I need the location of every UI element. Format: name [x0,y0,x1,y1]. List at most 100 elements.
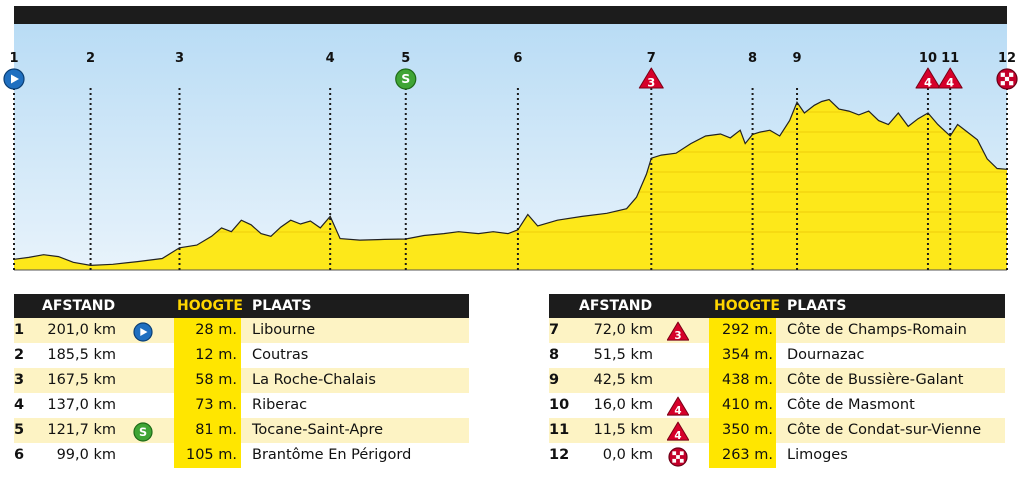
row-afstand: 11,5 km [593,422,653,438]
row-afstand: 16,0 km [593,397,653,413]
row-plaats: Tocane-Saint-Apre [252,422,384,438]
row-afstand: 0,0 km [602,447,653,463]
climb-cat4-icon-label: 4 [674,405,681,417]
marker-7: 73 [638,51,664,270]
finish-check [676,455,680,459]
row-hoogte: 73 m. [195,397,237,413]
row-plaats: Côte de Champs-Romain [787,322,967,338]
row-plaats: Brantôme En Périgord [252,447,412,463]
marker-12: 12 [996,51,1018,270]
marker-4: 4 [326,51,335,270]
row-plaats: Côte de Condat-sur-Vienne [787,422,982,438]
sprint-icon-label: S [401,71,410,86]
table-row: 11 11,5 km 4 350 m. Côte de Condat-sur-Vienn… [549,418,1005,443]
marker-number: 6 [513,51,522,66]
climb-cat3-icon-label: 3 [674,330,681,342]
header-afstand: AFSTAND [42,298,116,314]
marker-number: 4 [326,51,335,66]
row-afstand: 121,7 km [47,422,116,438]
top-bar [14,6,1007,24]
row-hoogte: 292 m. [721,322,773,338]
marker-number: 2 [86,51,95,66]
finish-icon [668,447,688,467]
climb-cat4-icon-label: 4 [674,430,681,442]
finish-check [1009,72,1014,77]
climb-cat4-icon-label: 4 [924,76,932,90]
hoogte-highlight [709,318,776,343]
hoogte-highlight [174,318,241,343]
row-afstand: 99,0 km [56,447,116,463]
table-row: 10 16,0 km 4 410 m. Côte de Masmont [549,393,1005,418]
table-row: 5 121,7 km S 81 m. Tocane-Saint-Apre [14,418,469,443]
header-hoogte: HOOGTE [177,298,243,314]
climb-cat4-icon [667,396,689,416]
finish-check [1000,81,1005,86]
sprint-icon: S [133,422,153,442]
row-number: 7 [549,322,560,338]
climb-cat3-icon: 3 [667,321,689,342]
climb-cat3-icon [667,321,689,341]
row-afstand: 42,5 km [593,372,653,388]
table-header: AFSTAND HOOGTE PLAATS [549,294,1005,318]
marker-number: 9 [793,51,802,66]
table-row: 7 72,0 km 3 292 m. Côte de Champs-Romain [549,318,1005,343]
row-number: 2 [14,347,25,363]
marker-9: 9 [793,51,802,270]
row-plaats: Côte de Masmont [787,397,915,413]
table-row: 8 51,5 km 354 m. Dournazac [549,343,1005,368]
climb-cat4-icon: 4 [667,396,689,417]
row-hoogte: 28 m. [195,322,237,338]
header-afstand: AFSTAND [579,298,653,314]
finish-check [679,451,684,456]
row-plaats: Limoges [787,447,848,463]
start-arrow [11,74,19,84]
row-afstand: 201,0 km [47,322,116,338]
hoogte-highlight [174,368,241,393]
marker-number: 10 [919,51,937,66]
header-plaats: PLAATS [252,298,312,314]
row-plaats: Libourne [252,322,316,338]
row-number: 4 [14,397,25,413]
finish-check [672,458,677,463]
row-afstand: 137,0 km [47,397,116,413]
row-afstand: 185,5 km [47,347,116,363]
marker-2: 2 [86,51,95,270]
table-header: AFSTAND HOOGTE PLAATS [14,294,469,318]
table-row: 6 99,0 km 105 m. Brantôme En Périgord [14,443,469,468]
header-plaats: PLAATS [787,298,847,314]
marker-number: 3 [175,51,184,66]
row-afstand: 167,5 km [47,372,116,388]
row-number: 5 [14,422,25,438]
row-number: 11 [549,422,570,438]
row-number: 6 [14,447,25,463]
row-number: 9 [549,372,560,388]
marker-number: 7 [647,51,656,66]
row-hoogte: 410 m. [721,397,773,413]
finish-check [1009,81,1014,86]
row-afstand: 72,0 km [593,322,653,338]
climb-cat4-icon [667,421,689,441]
row-plaats: Côte de Bussière-Galant [787,372,964,388]
row-hoogte: 105 m. [185,447,237,463]
marker-6: 6 [513,51,522,270]
row-hoogte: 263 m. [721,447,773,463]
row-number: 8 [549,347,560,363]
start-icon [133,322,153,342]
sprint-icon [395,68,417,90]
hoogte-highlight [709,393,776,418]
stage-table-right: AFSTAND HOOGTE PLAATS 7 72,0 km 3 292 m. Côte d… [549,294,1005,468]
row-hoogte: 58 m. [195,372,237,388]
finish-check [1004,76,1010,82]
row-hoogte: 350 m. [721,422,773,438]
row-plaats: Dournazac [787,347,865,363]
sprint-icon-label: S [139,426,147,439]
table-row: 2 185,5 km 12 m. Coutras [14,343,469,368]
row-hoogte: 12 m. [195,347,237,363]
marker-1: 1 [3,51,25,270]
hoogte-highlight [174,393,241,418]
marker-number: 5 [401,51,410,66]
start-arrow [140,327,148,337]
row-hoogte: 81 m. [195,422,237,438]
row-number: 1 [14,322,25,338]
finish-check [1000,72,1005,77]
